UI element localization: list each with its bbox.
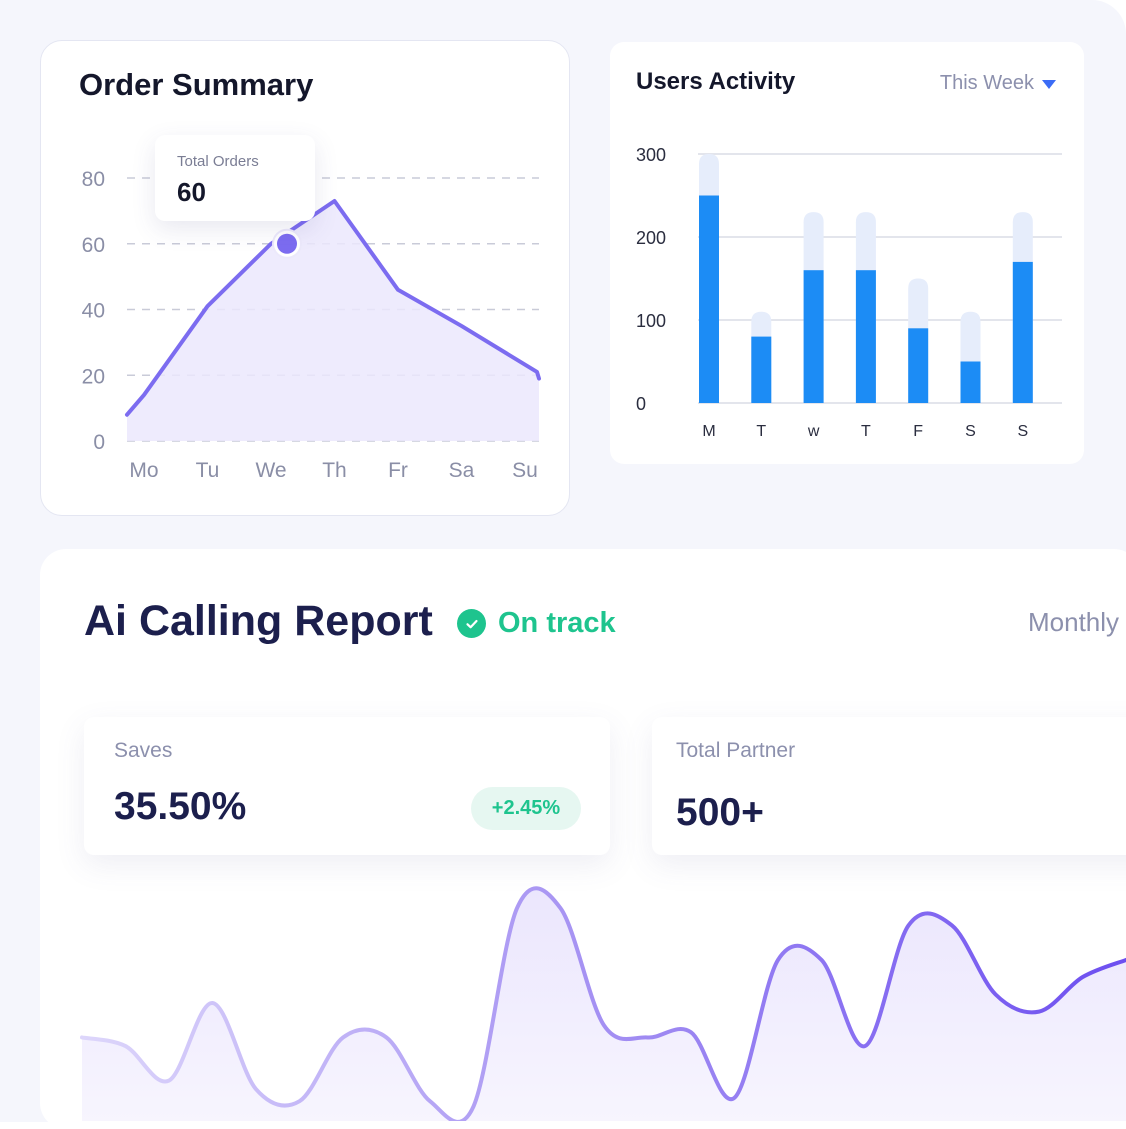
x-tick-label: Sa xyxy=(449,459,475,482)
bar-active xyxy=(960,361,981,403)
x-tick-label: S xyxy=(1017,423,1028,440)
bar-active xyxy=(751,336,772,403)
total-orders-tooltip: Total Orders 60 xyxy=(155,135,315,221)
x-tick-label: Su xyxy=(512,459,538,482)
total-partner-stat-card: Total Partner 500+ xyxy=(652,717,1126,855)
bar-active xyxy=(1012,261,1033,403)
y-tick-label: 200 xyxy=(636,228,666,248)
x-tick-label: Mo xyxy=(129,459,158,482)
trend-area xyxy=(82,888,1126,1121)
status-label: On track xyxy=(498,607,616,639)
period-dropdown[interactable]: This Week xyxy=(940,72,1056,95)
saves-change-badge: +2.45% xyxy=(471,787,581,830)
caret-down-icon xyxy=(1042,80,1056,89)
check-circle-icon xyxy=(457,609,486,638)
area-fill xyxy=(127,201,539,441)
status-badge: On track xyxy=(457,607,616,640)
bar-active xyxy=(803,270,824,403)
tooltip-value: 60 xyxy=(177,177,206,207)
x-tick-label: w xyxy=(807,423,820,440)
report-trend-chart[interactable] xyxy=(40,879,1126,1121)
order-summary-card: Order Summary 0 20 40 60 80 Mo Tu We Th Fr Sa Su To… xyxy=(40,40,570,516)
order-summary-chart[interactable]: 0 20 40 60 80 Mo Tu We Th Fr Sa Su xyxy=(41,41,571,517)
bar-active xyxy=(855,270,876,403)
x-tick-label: F xyxy=(913,423,923,440)
y-tick-label: 0 xyxy=(93,431,105,454)
tooltip-label: Total Orders xyxy=(177,153,259,170)
report-title: Ai Calling Report xyxy=(84,597,433,645)
x-tick-label: T xyxy=(756,423,766,440)
x-tick-label: M xyxy=(702,423,715,440)
saves-stat-card: Saves 35.50% +2.45% xyxy=(84,717,610,855)
x-tick-label: T xyxy=(861,423,871,440)
y-tick-label: 60 xyxy=(82,234,105,257)
y-tick-label: 20 xyxy=(82,365,105,388)
x-tick-label: Th xyxy=(322,459,347,482)
y-tick-label: 80 xyxy=(82,168,105,191)
y-tick-label: 300 xyxy=(636,145,666,165)
x-tick-label: Tu xyxy=(196,459,220,482)
users-activity-title: Users Activity xyxy=(636,68,796,95)
period-dropdown-label: This Week xyxy=(939,72,1034,94)
x-tick-label: S xyxy=(965,423,976,440)
y-tick-label: 100 xyxy=(636,311,666,331)
bar-active xyxy=(699,195,719,403)
total-partner-value: 500+ xyxy=(676,791,764,834)
order-summary-title: Order Summary xyxy=(79,67,314,102)
period-selector[interactable]: Monthly xyxy=(1028,607,1120,637)
series-line xyxy=(125,199,541,417)
trend-line xyxy=(80,886,1126,1121)
x-tick-label: Fr xyxy=(388,459,408,482)
highlight-marker xyxy=(277,233,297,254)
saves-label: Saves xyxy=(114,739,173,762)
ai-calling-report-card: Ai Calling Report On track Monthly Saves… xyxy=(40,549,1126,1129)
y-tick-label: 0 xyxy=(636,394,646,414)
y-tick-label: 40 xyxy=(82,300,105,323)
bar-active xyxy=(908,328,929,403)
saves-value: 35.50% xyxy=(114,785,247,828)
x-tick-label: We xyxy=(255,459,286,482)
total-partner-label: Total Partner xyxy=(676,739,796,762)
